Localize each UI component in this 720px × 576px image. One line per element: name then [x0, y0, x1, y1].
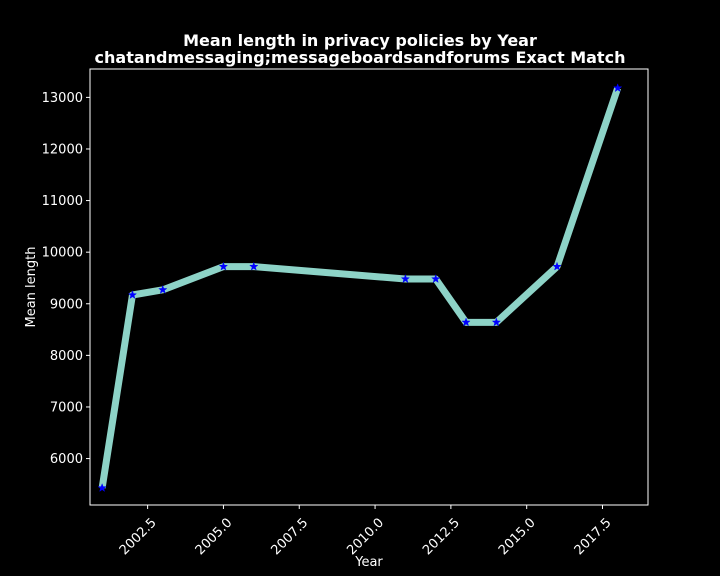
y-tick-label: 6000: [50, 452, 83, 467]
data-point-marker: [552, 261, 562, 271]
x-tick-label: 2002.5: [117, 515, 160, 558]
x-tick-label: 2017.5: [572, 515, 615, 558]
x-tick-label: 2015.0: [496, 515, 539, 558]
data-point-marker: [127, 290, 138, 300]
y-axis: 6000 7000 8000 9000 10000 11000 12000 13000: [42, 91, 90, 467]
data-point-marker: [491, 317, 502, 327]
x-axis: 2002.5 2005.0 2007.5 2010.0 2012.5 2015.0 2017…: [117, 505, 615, 558]
series-line: [98, 86, 621, 489]
y-tick-label: 8000: [50, 349, 83, 364]
data-point-marker: [158, 284, 168, 294]
y-axis-label: Mean length: [24, 247, 39, 328]
y-tick-label: 13000: [42, 91, 83, 106]
x-tick-label: 2005.0: [193, 515, 236, 558]
data-point-marker: [400, 274, 411, 284]
data-point-marker: [249, 261, 259, 271]
data-point-marker: [97, 483, 107, 492]
x-tick-label: 2010.0: [344, 515, 387, 558]
y-tick-label: 11000: [42, 194, 83, 209]
y-tick-label: 12000: [42, 142, 83, 157]
x-axis-label: Year: [354, 555, 383, 570]
y-tick-label: 9000: [50, 297, 83, 312]
data-point-marker: [461, 317, 471, 327]
data-point-marker: [612, 83, 623, 93]
plot-frame: [89, 68, 649, 506]
x-tick-label: 2007.5: [269, 515, 312, 558]
series-layer: [97, 83, 623, 492]
x-tick-label: 2012.5: [420, 515, 463, 558]
y-tick-label: 10000: [42, 246, 83, 261]
chart-subtitle: chatandmessaging;messageboardsandforums …: [94, 48, 626, 67]
chart-title: Mean length in privacy policies by Year: [183, 31, 537, 50]
data-point-marker: [431, 274, 441, 284]
y-tick-label: 7000: [50, 400, 83, 415]
data-point-marker: [218, 261, 229, 271]
